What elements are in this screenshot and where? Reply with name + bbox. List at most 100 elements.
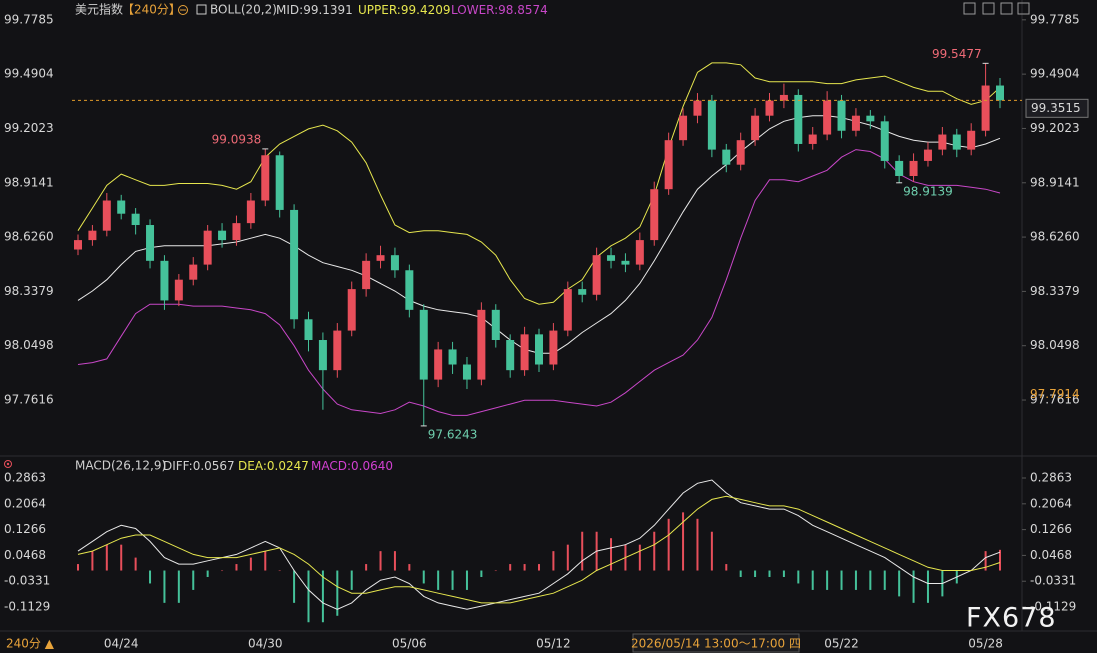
candle-body [477,309,486,380]
y-tick-label-left: 98.6260 [4,230,54,244]
indicator-icon[interactable] [196,4,207,15]
extreme-label: 99.5477 [932,47,982,61]
macd-line [77,495,1001,604]
candle-body [160,260,169,301]
candle-body [232,223,241,241]
candle-body [203,230,212,265]
y-tick-label-left: 0.1266 [4,522,46,536]
collapse-icon[interactable] [178,5,188,15]
legend-value: 0.0567 [193,459,235,473]
candle-body [794,94,803,144]
macd-bar [480,570,483,577]
legend-value: 99.1391 [303,3,353,17]
candle-body [895,160,904,177]
macd-bar [206,570,209,577]
x-tick-label: 04/24 [104,637,139,651]
macd-bar [221,570,224,572]
candle-body [823,100,832,135]
x-tick-label: 05/06 [392,637,427,651]
candle-body [275,155,284,210]
candle-body [621,260,630,265]
candle-body [563,289,572,331]
boll-line [77,62,1001,305]
macd-bar [696,518,699,571]
indicator-toggle[interactable] [4,460,12,468]
candle-body [549,330,558,365]
candle-body [189,264,198,280]
candle-body [520,334,529,371]
y-tick-label: 0.1266 [1030,522,1072,536]
macd-bar [134,557,137,571]
extreme-label: 97.6243 [428,427,478,441]
macd-title: MACD(26,12,9) [75,459,166,473]
macd-bar [336,570,339,616]
legend-value: 0.0247 [267,459,309,473]
period-label[interactable]: 【240分】 [122,3,181,17]
candle-body [952,134,961,150]
y-tick-label: -0.0331 [1030,574,1076,588]
macd-bar [610,538,613,571]
macd-bar [249,557,252,571]
macd-bar [912,570,915,603]
candle-body [837,100,846,131]
candle-body [506,340,515,371]
macd-bar [898,570,901,597]
macd-bar [811,570,814,590]
candle-body [102,200,111,231]
macd-bar [523,564,526,571]
macd-bar [754,570,757,577]
macd-bar [509,564,512,571]
y-tick-label: 0.2863 [1030,470,1072,484]
candle-body [419,309,428,380]
candle-body [117,200,126,214]
tool-close[interactable] [1017,2,1030,15]
legend-value: 98.8574 [498,3,548,17]
boll-lower-legend: LOWER:98.8574 [451,3,548,17]
macd-bar [653,531,656,571]
candle-body [333,330,342,371]
legend-value: 99.4209 [401,3,451,17]
macd-bar [984,551,987,571]
candle-body [131,213,140,226]
macd-bar [393,551,396,571]
candle-body [765,100,774,116]
candle-body [390,255,399,271]
x-tick-label: 05/28 [968,637,1003,651]
candle-body [693,100,702,116]
candle-body [347,289,356,331]
tool-crosshair[interactable] [963,2,976,15]
macd-bar [163,570,166,603]
tool-settings[interactable] [1000,2,1013,15]
macd-bar [120,544,123,571]
candle-body [146,225,155,261]
macd-bar [408,564,411,571]
y-tick-label: 98.0498 [1030,338,1080,352]
tool-zoom[interactable] [982,2,995,15]
dea-legend: DEA:0.0247 [238,459,309,473]
macd-bar [379,551,382,571]
macd-line [77,479,1001,610]
candle-body [751,115,760,141]
candle-body [535,334,543,365]
legend-label: MID: [276,3,303,17]
x-tick-label: 05/12 [536,637,571,651]
macd-bar [264,551,267,571]
y-tick-label-left: 97.7616 [4,393,54,407]
candle-body [607,255,616,261]
macd-bar [682,512,685,571]
y-tick-label-left: 98.0498 [4,338,54,352]
period-switch[interactable]: 240分 ▲ [6,637,55,651]
macd-bar [840,570,843,590]
extreme-label: 99.0938 [212,132,262,146]
macd-bar [494,570,497,572]
macd-bar [552,551,555,571]
candle-body [938,134,947,150]
macd-bar [307,570,310,623]
y-tick-label-left: 99.2023 [4,121,54,135]
candle-body [707,100,716,150]
last-price-label: 99.3515 [1031,101,1081,115]
y-tick-label-left: 98.9141 [4,175,54,189]
